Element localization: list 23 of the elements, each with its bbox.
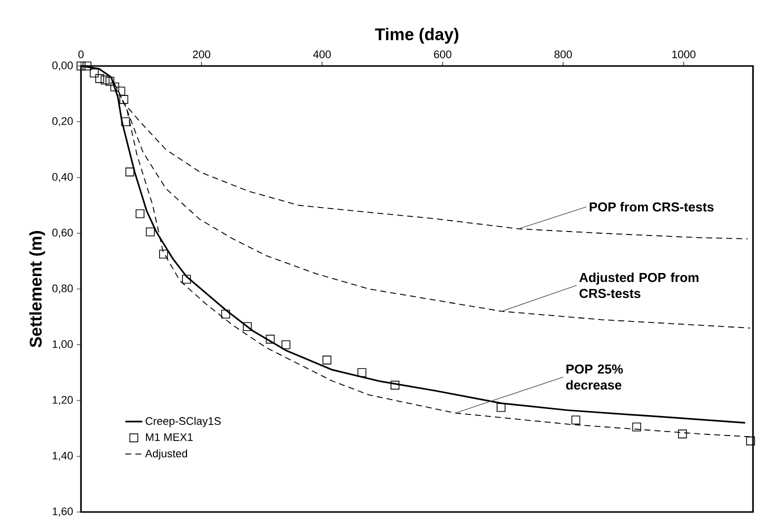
x-tick-label: 600 [434, 50, 452, 58]
y-tick-label: 1,60 [52, 507, 73, 517]
x-axis-title: Time (day) [374, 28, 458, 44]
y-axis-title: Settlement (m) [29, 231, 46, 348]
y-tick-label: 1,20 [52, 396, 73, 406]
y-tick-label: 1,40 [52, 452, 73, 461]
y-tick-label: 1,00 [52, 340, 73, 350]
y-tick-label: 0,20 [52, 117, 73, 126]
y-tick-label: 0,40 [52, 172, 73, 182]
y-tick-label: 0,00 [52, 61, 73, 71]
legend-label: M1 MEX1 [146, 433, 193, 441]
x-tick-label: 200 [192, 50, 210, 58]
y-tick-label: 0,60 [52, 228, 73, 238]
x-tick-label: 1000 [672, 50, 696, 58]
legend-label: Adjusted [145, 449, 188, 460]
legend-label: Creep-SClay1S [146, 416, 221, 428]
x-tick-label: 400 [313, 50, 331, 58]
annotation: POP from CRS-tests [590, 202, 714, 212]
annotation: POP 25% decrease [566, 364, 623, 390]
y-tick-label: 0,80 [52, 284, 73, 294]
x-tick-label: 0 [78, 50, 84, 58]
annotation: Adjusted POP from CRS-tests [579, 272, 698, 298]
x-tick-label: 800 [554, 50, 572, 58]
